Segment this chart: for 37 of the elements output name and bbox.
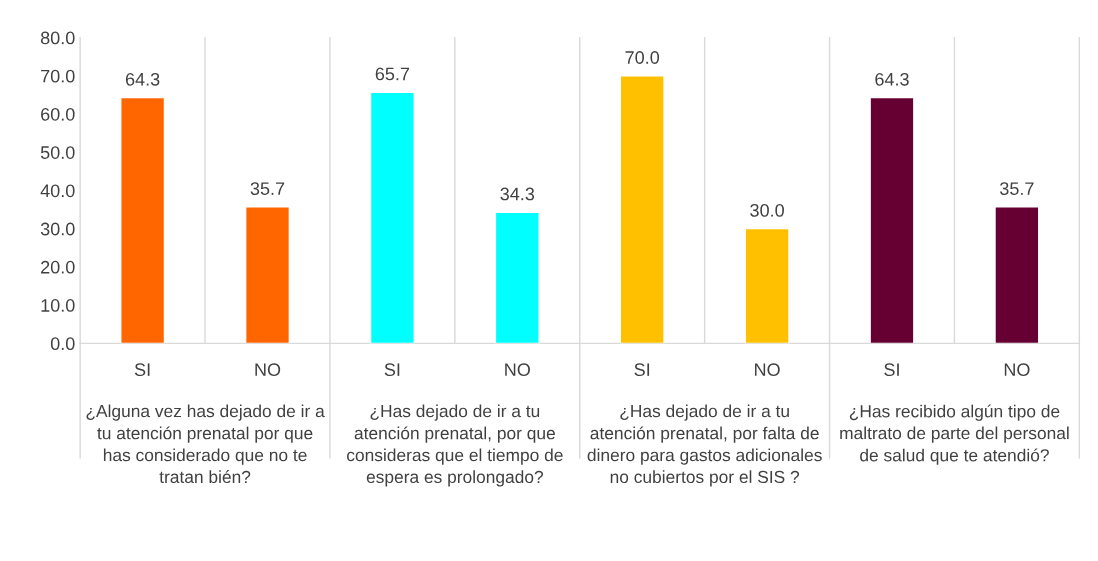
- data-label: 65.7: [375, 67, 410, 81]
- y-tick-label: 10.0: [41, 299, 75, 312]
- text: ¿Has recibido algún tipo de maltrato de parte del personal de salud que te atendió?: [840, 404, 1069, 465]
- bar: [120, 96, 166, 344]
- data-label: 64.3: [125, 72, 160, 86]
- data-label: 34.3: [500, 187, 535, 201]
- bar: [869, 96, 915, 344]
- x-tick-label: NO: [505, 363, 530, 377]
- y-tick-label: 0.0: [50, 337, 75, 351]
- x-tick-label: NO: [755, 363, 780, 377]
- data-label: 35.7: [1000, 182, 1034, 195]
- y-tick-label: 80.0: [40, 31, 75, 45]
- bar: [744, 227, 790, 344]
- y-tick-label: 20.0: [41, 260, 75, 274]
- x-tick-label: SI: [134, 363, 150, 377]
- y-tick-label: 70.0: [41, 69, 75, 83]
- y-tick-label: 30.0: [40, 222, 75, 236]
- text: ¿Has dejado de ir a tu atención prenatal, por que consideras que el tiempo de espera es prolongado?: [347, 404, 563, 487]
- data-label: 70.0: [625, 51, 660, 64]
- y-tick-label: 40.0: [40, 184, 75, 198]
- data-label: 30.0: [750, 203, 784, 217]
- y-tick-label: 50.0: [40, 146, 75, 159]
- x-tick-label: NO: [255, 363, 281, 377]
- text: ¿Has dejado de ir a tu atención prenatal, por falta de dinero para gastos adicionales no cubiertos por el SIS ?: [587, 404, 822, 487]
- bar: [369, 91, 415, 344]
- x-tick-label: SI: [884, 363, 899, 377]
- bar: [994, 206, 1040, 344]
- data-label: 35.7: [250, 182, 285, 195]
- x-tick-label: SI: [634, 363, 650, 377]
- x-tick-label: SI: [384, 363, 400, 377]
- text: ¿Alguna vez has dejado de ir a tu atención prenatal por que has considerado que no te tratan bién?: [86, 404, 325, 484]
- y-tick-label: 60.0: [41, 107, 75, 121]
- bar: [244, 206, 291, 344]
- bar: [494, 211, 540, 344]
- bar: [619, 75, 665, 344]
- x-tick-label: NO: [1004, 363, 1030, 377]
- data-label: 64.3: [875, 72, 909, 86]
